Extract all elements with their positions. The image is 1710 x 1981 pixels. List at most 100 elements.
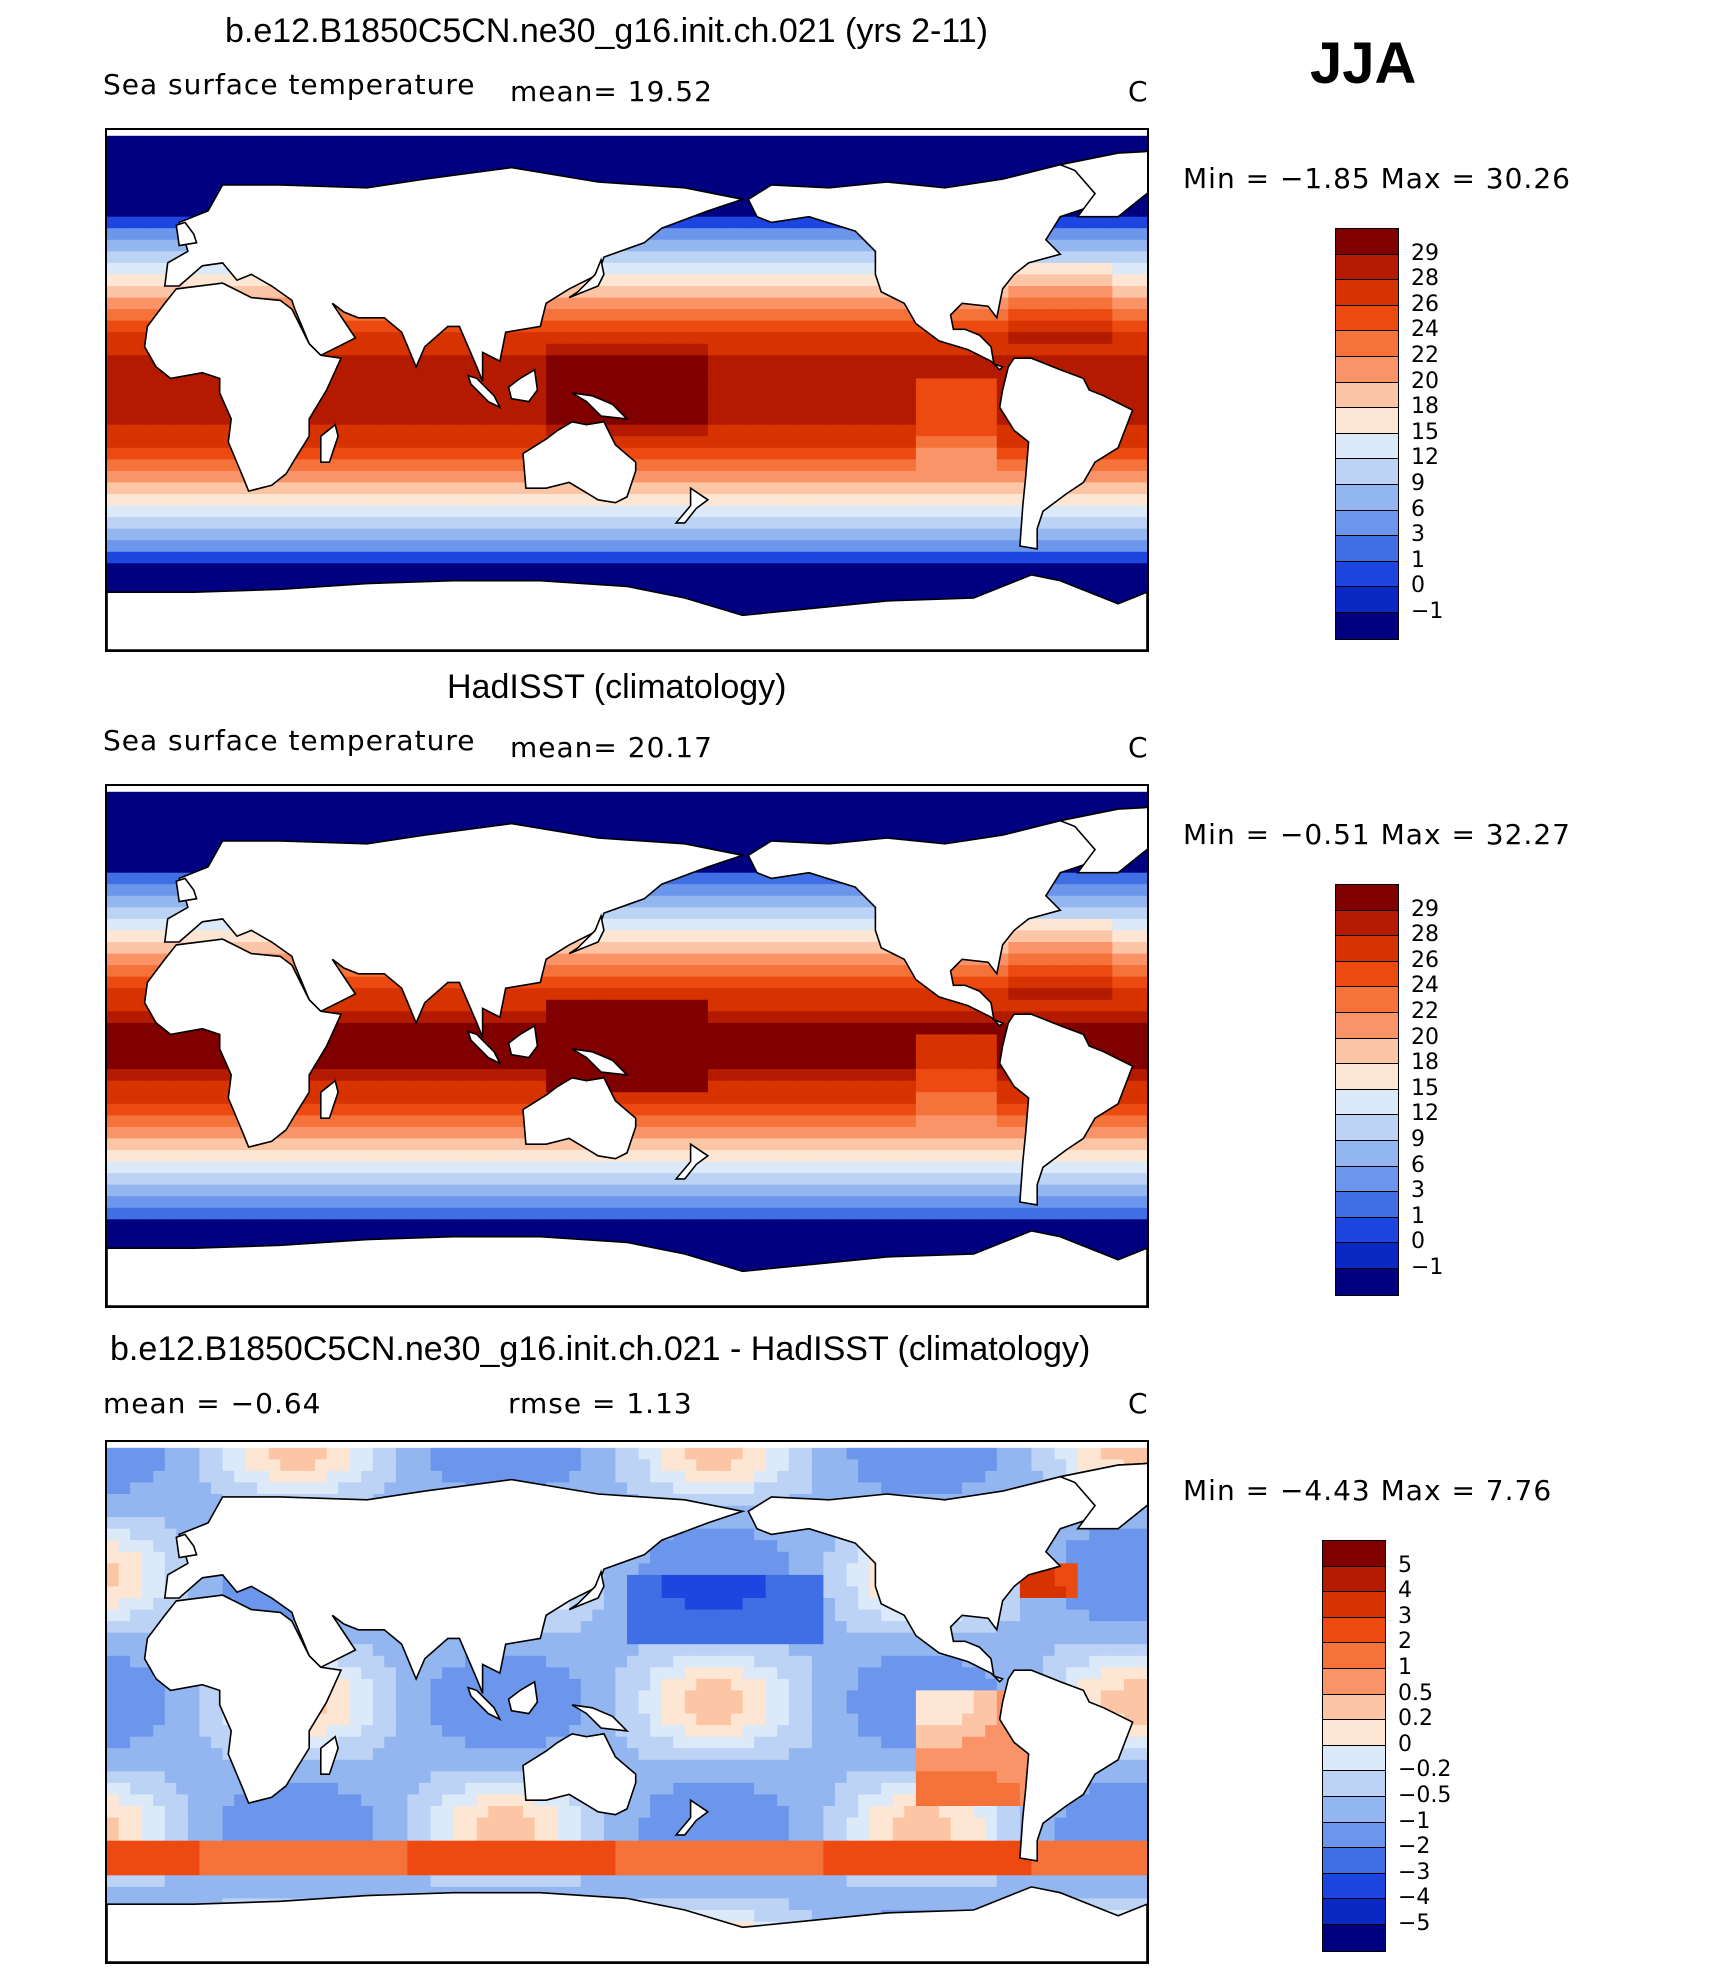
colorbar-tick-label: 1: [1411, 547, 1425, 573]
colorbar-swatch: [1323, 1617, 1385, 1644]
land-sumatra: [466, 1686, 502, 1722]
colorbar-swatch: [1323, 1566, 1385, 1593]
colorbar-tick-label: 12: [1411, 1101, 1439, 1127]
colorbar-swatch: [1336, 229, 1398, 255]
panel2-units: C: [1128, 731, 1149, 764]
colorbar-tick-label: 24: [1411, 973, 1439, 999]
colorbar-swatch: [1336, 1038, 1398, 1065]
colorbar-tick-label: 3: [1411, 1178, 1425, 1204]
panel3-map: [105, 1440, 1149, 1964]
colorbar-swatch: [1323, 1899, 1385, 1925]
colorbar-swatch: [1336, 987, 1398, 1013]
panel1-variable-label: Sea surface temperature: [103, 68, 476, 101]
colorbar-swatch: [1336, 356, 1398, 383]
colorbar-tick-label: 28: [1411, 266, 1439, 292]
land-eurasia: [163, 166, 746, 382]
colorbar-swatch: [1336, 1012, 1398, 1039]
colorbar-tick-label: 9: [1411, 1127, 1425, 1152]
colorbar-swatch: [1336, 1064, 1398, 1090]
colorbar-tick-label: 0.2: [1398, 1706, 1433, 1732]
colorbar-tick-label: −4: [1398, 1885, 1431, 1911]
land-japan: [568, 1569, 605, 1611]
season-label: JJA: [1310, 31, 1417, 96]
colorbar-swatch: [1336, 280, 1398, 306]
colorbar-tick-label: −5: [1398, 1911, 1431, 1936]
land-africa: [143, 1594, 343, 1805]
panel3-map-svg: [107, 1447, 1147, 1962]
colorbar-swatch: [1336, 612, 1398, 639]
land-samerica: [998, 357, 1134, 550]
colorbar-tick-label: 2: [1398, 1629, 1412, 1655]
land-samerica: [998, 1669, 1134, 1862]
land-madagascar: [320, 1735, 339, 1776]
continents: [107, 1462, 1147, 1962]
colorbar-swatch: [1336, 910, 1398, 937]
land-samerica: [998, 1013, 1134, 1206]
colorbar-swatch: [1323, 1592, 1385, 1618]
colorbar-swatch: [1323, 1541, 1385, 1567]
colorbar-tick-label: 20: [1411, 368, 1439, 394]
colorbar-swatch: [1336, 1115, 1398, 1141]
colorbar-swatch: [1323, 1924, 1385, 1951]
land-greenland: [1057, 150, 1147, 218]
land-borneo: [507, 1680, 539, 1715]
colorbar-tick-label: 1: [1398, 1655, 1412, 1680]
panel2-title: HadISST (climatology): [447, 668, 787, 706]
colorbar-swatch: [1336, 254, 1398, 281]
land-madagascar: [320, 423, 339, 464]
colorbar-swatch: [1336, 459, 1398, 485]
panel2-mean: mean= 20.17: [510, 731, 713, 764]
colorbar-tick-label: 1: [1411, 1203, 1425, 1229]
land-uk: [175, 877, 198, 903]
colorbar-tick-label: 3: [1411, 522, 1425, 548]
land-nz: [674, 1798, 710, 1836]
colorbar-swatch: [1323, 1796, 1385, 1823]
panel3-mean: mean = −0.64: [103, 1387, 322, 1420]
colorbar-swatch: [1336, 885, 1398, 911]
land-newguinea: [571, 1704, 630, 1732]
colorbar-tick-label: 28: [1411, 922, 1439, 948]
colorbar-tick-label: 24: [1411, 317, 1439, 343]
colorbar-tick-label: 26: [1411, 291, 1439, 317]
colorbar-tick-label: 12: [1411, 445, 1439, 471]
continents: [107, 806, 1147, 1306]
colorbar-swatch: [1323, 1745, 1385, 1772]
colorbar-swatch: [1336, 561, 1398, 588]
colorbar-swatch: [1323, 1822, 1385, 1849]
colorbar-swatches: [1335, 228, 1399, 640]
colorbar-swatch: [1336, 1166, 1398, 1193]
land-sumatra: [466, 374, 502, 410]
land-madagascar: [320, 1079, 339, 1120]
colorbar-swatch: [1323, 1668, 1385, 1695]
panel2-variable-label: Sea surface temperature: [103, 724, 476, 757]
land-borneo: [507, 1024, 539, 1059]
land-sumatra: [466, 1030, 502, 1066]
land-nz: [674, 486, 710, 524]
land-africa: [143, 282, 343, 493]
colorbar-swatch: [1336, 1268, 1398, 1295]
colorbar-swatches: [1335, 884, 1399, 1296]
colorbar-tick-label: 26: [1411, 947, 1439, 973]
colorbar-tick-label: 0: [1398, 1731, 1412, 1757]
land-japan: [568, 257, 605, 299]
colorbar-tick-label: 15: [1411, 419, 1439, 445]
colorbar-tick-label: 18: [1411, 394, 1439, 420]
land-africa: [143, 938, 343, 1149]
land-uk: [175, 1533, 198, 1559]
colorbar-tick-label: −3: [1398, 1859, 1431, 1885]
colorbar-swatch: [1323, 1643, 1385, 1669]
colorbar-tick-label: −0.2: [1398, 1757, 1452, 1783]
panel3-minmax: Min = −4.43 Max = 7.76: [1183, 1474, 1553, 1507]
colorbar-tick-label: 18: [1411, 1050, 1439, 1076]
colorbar-tick-label: 6: [1411, 496, 1425, 522]
colorbar-swatch: [1323, 1848, 1385, 1874]
colorbar-swatches: [1322, 1540, 1386, 1952]
colorbar-swatch: [1336, 1243, 1398, 1269]
land-uk: [175, 221, 198, 247]
land-greenland: [1057, 1462, 1147, 1530]
colorbar-swatch: [1336, 484, 1398, 511]
colorbar-tick-label: 0: [1411, 573, 1425, 599]
land-australia: [522, 420, 637, 504]
land-japan: [568, 913, 605, 955]
panel1-mean: mean= 19.52: [510, 75, 713, 108]
